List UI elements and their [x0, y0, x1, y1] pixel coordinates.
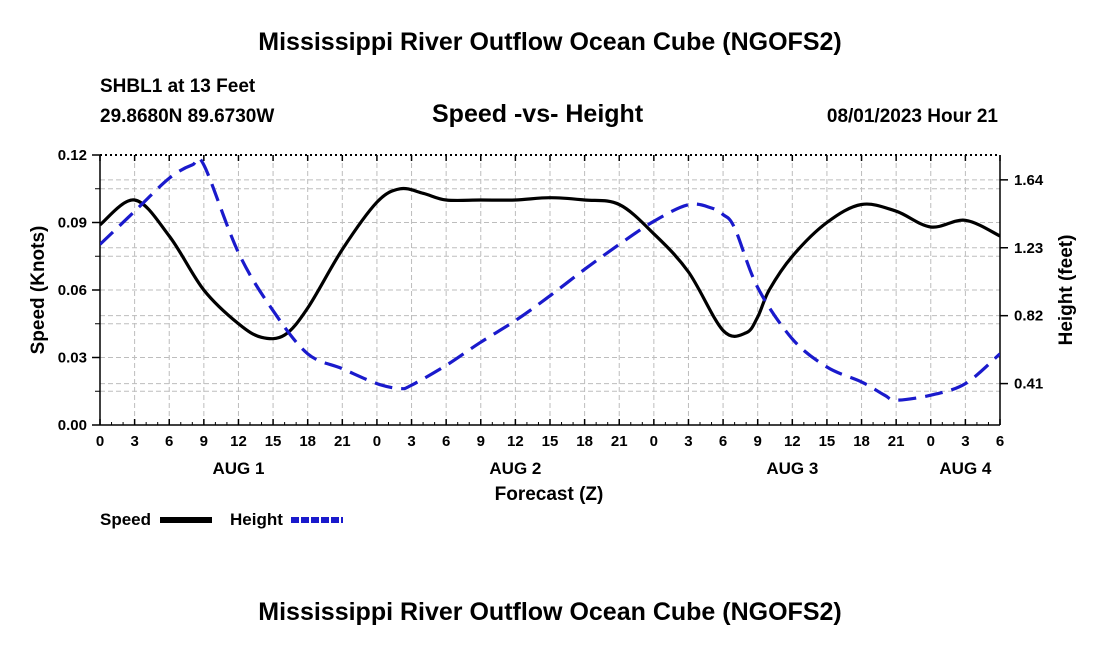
x-tick-label: 15 — [542, 433, 559, 450]
x-tick-label: 3 — [407, 433, 415, 450]
y-tick-label: 0.00 — [58, 417, 87, 434]
x-tick-label: 21 — [334, 433, 351, 450]
date-label: AUG 1 — [212, 459, 264, 478]
speed-height-chart: 0 3 6 9 12 15 18 21 0 3 6 9 12 15 18 21 0 3 6 9 12 15 18 21 0 3 6A… — [28, 147, 1077, 529]
x-tick-label: 21 — [611, 433, 628, 450]
station-coordinates: 29.8680N 89.6730W — [100, 106, 275, 127]
date-label: AUG 4 — [939, 459, 992, 478]
x-tick-label: 21 — [888, 433, 905, 450]
x-tick-label: 0 — [650, 433, 658, 450]
chart-title: Mississippi River Outflow Ocean Cube (NG… — [258, 28, 842, 56]
x-tick-label: 3 — [961, 433, 969, 450]
x-tick-label: 9 — [754, 433, 762, 450]
y2-tick-label: 1.64 — [1014, 172, 1044, 189]
x-tick-label: 9 — [200, 433, 208, 450]
footer-title: Mississippi River Outflow Ocean Cube (NG… — [258, 598, 842, 626]
x-tick-label: 12 — [507, 433, 524, 450]
x-tick-label: 18 — [299, 433, 316, 450]
date-label: AUG 3 — [766, 459, 818, 478]
legend-label-height: Height — [230, 510, 283, 529]
forecast-date: 08/01/2023 Hour 21 — [826, 106, 998, 127]
x-tick-label: 15 — [819, 433, 836, 450]
x-tick-label: 6 — [719, 433, 727, 450]
height-series-line — [100, 156, 1000, 402]
x-tick-label: 6 — [996, 433, 1004, 450]
y2-tick-label: 0.41 — [1014, 376, 1043, 393]
y-axis-label: Speed (Knots) — [28, 226, 49, 355]
x-tick-label: 18 — [853, 433, 870, 450]
y-tick-label: 0.06 — [58, 282, 87, 299]
x-tick-label: 3 — [130, 433, 138, 450]
x-axis-ticks: 0 3 6 9 12 15 18 21 0 3 6 9 12 15 18 21 0 3 6 9 12 15 18 21 0 3 6A… — [96, 155, 1004, 478]
x-tick-label: 0 — [373, 433, 381, 450]
speed-series-line — [100, 186, 1000, 341]
x-tick-label: 12 — [784, 433, 801, 450]
x-tick-label: 6 — [165, 433, 173, 450]
x-tick-label: 15 — [265, 433, 282, 450]
x-tick-label: 9 — [477, 433, 485, 450]
y2-tick-label: 1.23 — [1014, 240, 1043, 257]
x-tick-label: 18 — [576, 433, 593, 450]
legend-label-speed: Speed — [100, 510, 151, 529]
y-tick-label: 0.09 — [58, 215, 87, 232]
y2-tick-label: 0.82 — [1014, 308, 1043, 325]
x-tick-label: 12 — [230, 433, 247, 450]
chart-subtitle: Speed -vs- Height — [432, 100, 644, 128]
y-axis-ticks: 0.00 0.03 0.06 0.09 0.12 — [58, 147, 100, 434]
x-tick-label: 6 — [442, 433, 450, 450]
x-tick-label: 3 — [684, 433, 692, 450]
y-tick-label: 0.03 — [58, 350, 87, 367]
data-series — [100, 156, 1000, 402]
y2-axis-ticks: 0.41 0.82 1.23 1.64 — [1000, 172, 1044, 393]
x-tick-label: 0 — [927, 433, 935, 450]
x-axis-label: Forecast (Z) — [495, 484, 604, 505]
station-label: SHBL1 at 13 Feet — [100, 76, 256, 97]
x-tick-label: 0 — [96, 433, 104, 450]
y-tick-label: 0.12 — [58, 147, 87, 164]
y2-axis-label: Height (feet) — [1056, 235, 1077, 346]
legend: Speed Height — [100, 510, 343, 529]
date-label: AUG 2 — [489, 459, 541, 478]
